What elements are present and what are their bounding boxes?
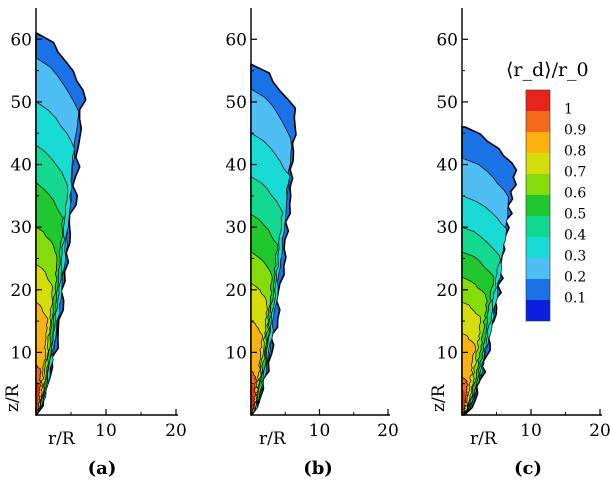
- colorbar-label: 0.7: [564, 165, 586, 181]
- colorbar-swatch: [526, 90, 550, 111]
- y-tick-label: 20: [10, 281, 32, 301]
- panel-a-caption: (a): [88, 458, 117, 479]
- y-tick-label: 60: [436, 30, 458, 50]
- colorbar-swatch: [526, 279, 550, 300]
- y-tick-label: 40: [10, 156, 32, 176]
- y-tick-label: 60: [10, 30, 32, 50]
- y-tick-label: 40: [436, 156, 458, 176]
- y-tick-label: 50: [225, 93, 247, 113]
- x-tick-label: 10: [309, 421, 331, 441]
- y-tick-label: 10: [436, 343, 458, 363]
- colorbar-label: 0.4: [564, 228, 586, 244]
- panel-b: 10 20 30 40 50 60 10 20 r/R (b): [225, 8, 399, 479]
- panel-a: 10 20 30 40 50 60 10 20 r/R z/R (a): [3, 8, 187, 479]
- colorbar-label: 0.3: [564, 249, 586, 265]
- y-tick-label: 20: [436, 281, 458, 301]
- x-tick-label: 20: [589, 421, 611, 441]
- colorbar-label: 0.9: [564, 123, 586, 139]
- panel-b-caption: (b): [303, 458, 333, 479]
- y-tick-label: 20: [225, 281, 247, 301]
- panel-c-axes: 10 20 30 40 50 60 10 20: [436, 8, 611, 441]
- x-tick-label: 10: [95, 421, 117, 441]
- y-tick-label: 30: [436, 218, 458, 238]
- panel-c-ylabel: z/R: [429, 383, 449, 412]
- y-tick-label: 40: [225, 156, 247, 176]
- colorbar-swatch: [526, 237, 550, 258]
- y-tick-label: 50: [436, 93, 458, 113]
- colorbar: ⟨r_d⟩/r_0 1 0.9 0.8 0.7 0.6 0.5 0.4 0.3 0.2 0.1: [506, 59, 589, 322]
- panel-c-xlabel: r/R: [470, 429, 498, 449]
- contour-level-1: [36, 379, 40, 415]
- panel-b-xlabel: r/R: [259, 429, 287, 449]
- panel-a-ylabel: z/R: [3, 383, 23, 412]
- colorbar-swatch: [526, 132, 550, 153]
- colorbar-swatches: [525, 89, 551, 322]
- contour-level-1: [251, 384, 255, 415]
- panel-a-xlabel: r/R: [48, 429, 76, 449]
- y-tick-label: 60: [225, 30, 247, 50]
- colorbar-label: 0.6: [564, 186, 586, 202]
- y-tick-label: 10: [10, 343, 32, 363]
- y-tick-label: 50: [10, 93, 32, 113]
- y-tick-label: 30: [225, 218, 247, 238]
- y-tick-label: 30: [10, 218, 32, 238]
- colorbar-labels: 1 0.9 0.8 0.7 0.6 0.5 0.4 0.3 0.2 0.1: [564, 102, 586, 307]
- colorbar-label: 0.2: [564, 270, 586, 286]
- colorbar-swatch: [526, 216, 550, 237]
- y-tick-label: 10: [225, 343, 247, 363]
- colorbar-swatch: [526, 300, 550, 321]
- colorbar-swatch: [526, 258, 550, 279]
- colorbar-title: ⟨r_d⟩/r_0: [506, 59, 589, 81]
- panel-b-axes: 10 20 30 40 50 60 10 20: [225, 8, 399, 441]
- colorbar-swatch: [526, 195, 550, 216]
- panel-b-plot-area: [250, 63, 297, 416]
- x-tick-label: 20: [377, 421, 399, 441]
- panel-a-axes: 10 20 30 40 50 60 10 20: [10, 8, 187, 441]
- panel-a-plot-area: [35, 32, 87, 416]
- colorbar-swatch: [526, 111, 550, 132]
- x-tick-label: 10: [520, 421, 542, 441]
- x-tick-label: 20: [165, 421, 187, 441]
- colorbar-label: 0.8: [564, 144, 586, 160]
- panel-c-caption: (c): [514, 458, 542, 479]
- colorbar-label: 1: [564, 102, 573, 118]
- colorbar-swatch: [526, 153, 550, 174]
- panel-c: 10 20 30 40 50 60 10 20 r/R z/R (c): [429, 8, 611, 479]
- contour-level-1: [462, 388, 466, 415]
- panel-c-plot-area: [461, 126, 518, 416]
- colorbar-swatch: [526, 174, 550, 195]
- colorbar-label: 0.1: [564, 291, 586, 307]
- colorbar-label: 0.5: [564, 207, 586, 223]
